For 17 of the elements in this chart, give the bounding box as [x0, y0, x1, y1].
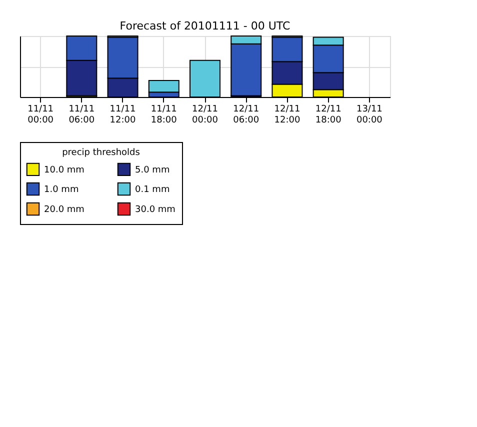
x-tick-label: 12/11 06:00 — [233, 104, 260, 126]
x-tick-label: 12/11 18:00 — [315, 104, 342, 126]
x-tick-label: 11/11 18:00 — [150, 104, 178, 126]
legend-label: 20.0 mm — [44, 205, 84, 215]
legend-label: 0.1 mm — [135, 185, 170, 195]
x-tick-label: 11/11 00:00 — [28, 104, 54, 126]
chart-title: Forecast of 20101111 - 00 UTC — [120, 20, 291, 32]
x-tick-label: 13/11 00:00 — [356, 104, 383, 126]
legend-label: 30.0 mm — [135, 205, 176, 215]
x-tick-label: 11/11 06:00 — [68, 104, 95, 126]
legend-label: 10.0 mm — [44, 165, 84, 176]
x-tick-label: 12/11 00:00 — [192, 104, 218, 126]
legend-label: 5.0 mm — [135, 165, 170, 176]
x-tick-label: 12/11 12:00 — [274, 104, 300, 126]
legend-title: precip thresholds — [62, 148, 140, 158]
legend-label: 1.0 mm — [44, 185, 79, 195]
x-tick-label: 11/11 12:00 — [110, 104, 136, 126]
